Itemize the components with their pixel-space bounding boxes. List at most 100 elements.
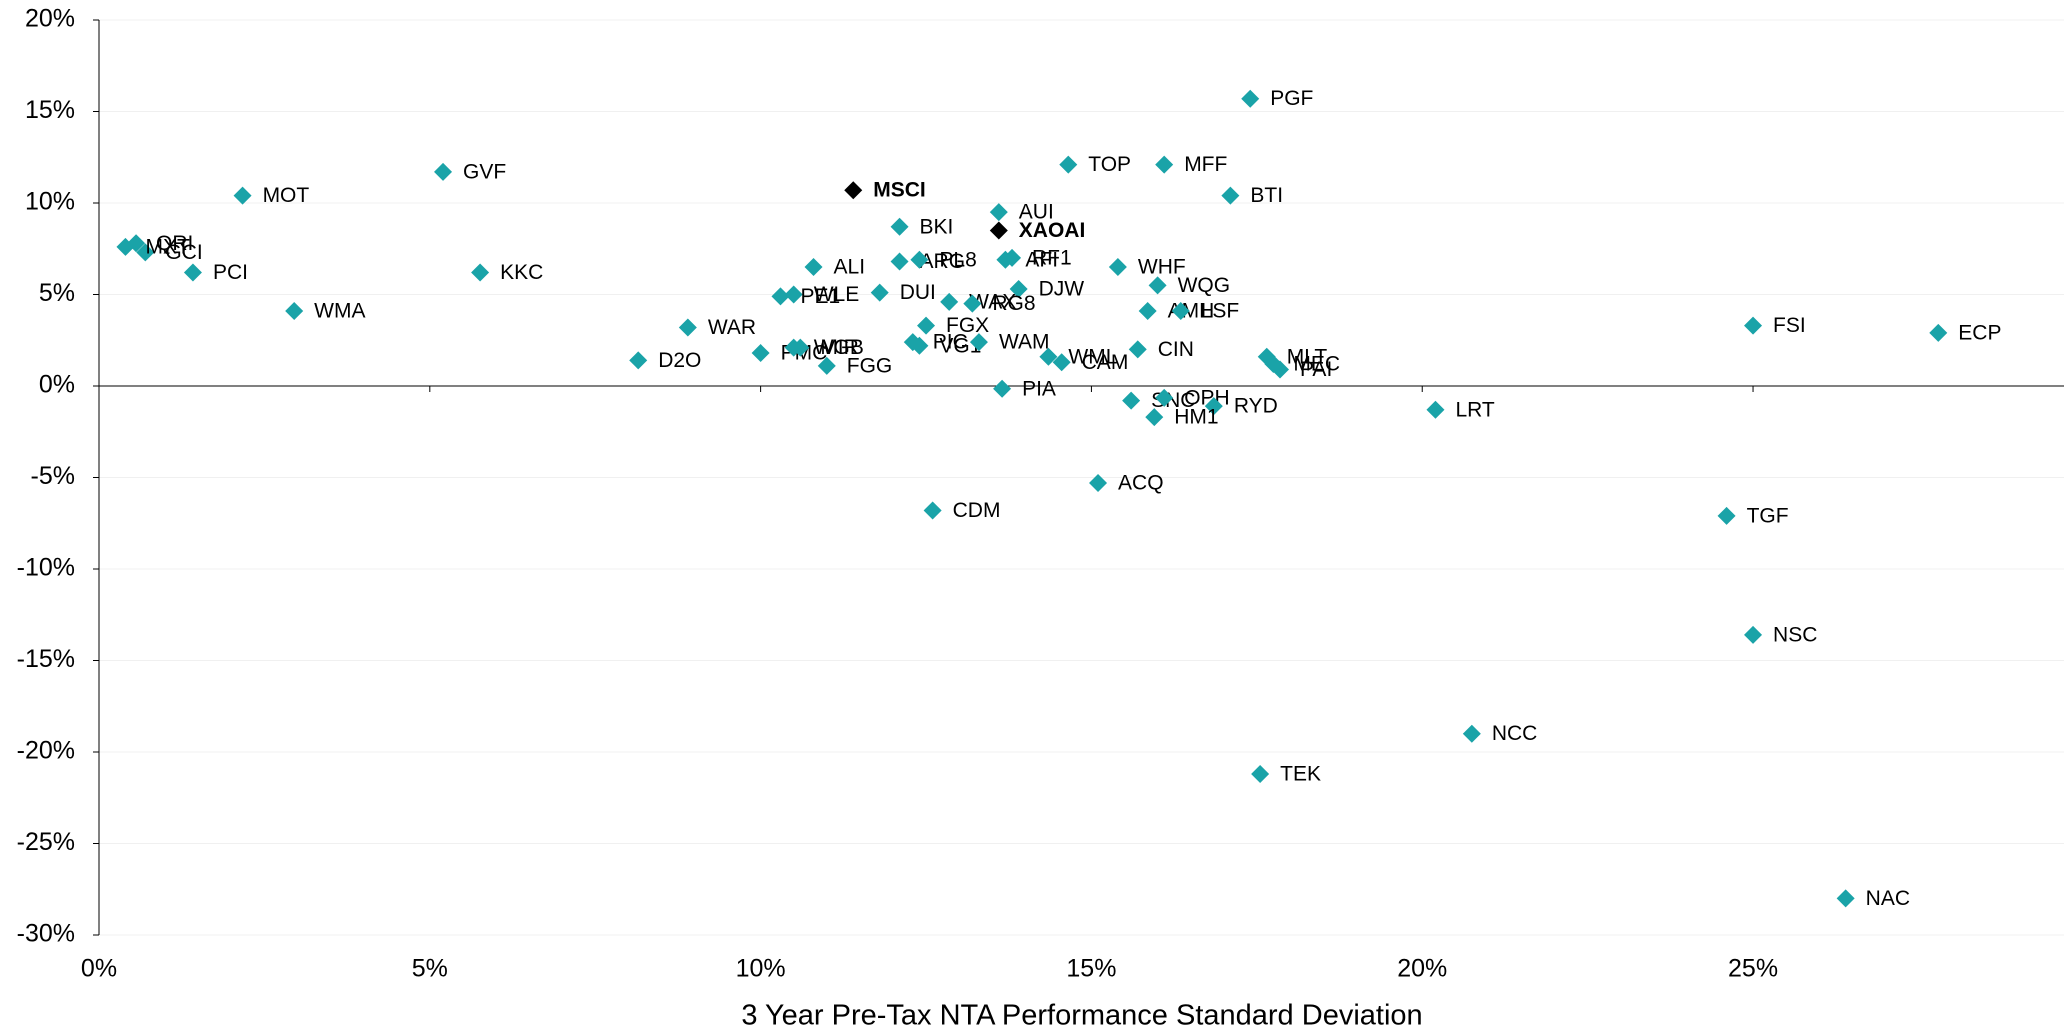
point bbox=[1108, 258, 1127, 277]
point-label: TEK bbox=[1280, 763, 1321, 786]
point bbox=[989, 221, 1008, 240]
point-label: WAR bbox=[708, 316, 756, 339]
point-label: WML bbox=[1068, 345, 1117, 368]
point-label: MSCI bbox=[873, 179, 926, 202]
point-label: FGG bbox=[847, 354, 893, 377]
point bbox=[969, 333, 988, 352]
point-label: ALI bbox=[834, 256, 866, 279]
point bbox=[910, 250, 929, 269]
y-tick-label: 20% bbox=[25, 5, 75, 33]
x-tick-label: 5% bbox=[412, 955, 448, 983]
point bbox=[910, 336, 929, 355]
point-label: PIC bbox=[933, 331, 968, 354]
point bbox=[1171, 301, 1190, 320]
point bbox=[993, 379, 1012, 398]
point-label: HM1 bbox=[1174, 406, 1218, 429]
point bbox=[940, 292, 959, 311]
point-label: CDM bbox=[953, 499, 1001, 522]
point-label: NCC bbox=[1492, 722, 1538, 745]
point bbox=[817, 356, 836, 375]
y-tick-label: 5% bbox=[39, 279, 75, 307]
point-label: PGF bbox=[1270, 87, 1313, 110]
point-label: FSI bbox=[1773, 314, 1806, 337]
x-axis-title: 3 Year Pre-Tax NTA Performance Standard … bbox=[741, 1000, 1422, 1032]
point-label: PE1 bbox=[800, 285, 840, 308]
point bbox=[751, 344, 770, 363]
point-label: PIA bbox=[1022, 377, 1056, 400]
x-tick-label: 25% bbox=[1728, 955, 1778, 983]
point bbox=[1462, 724, 1481, 743]
point-label: NAC bbox=[1866, 887, 1910, 910]
point bbox=[1155, 155, 1174, 174]
point-label: KKC bbox=[500, 261, 543, 284]
point-label: PCI bbox=[213, 261, 248, 284]
x-tick-label: 10% bbox=[736, 955, 786, 983]
point-label: MXT bbox=[145, 235, 190, 258]
point-label: WHF bbox=[1138, 256, 1186, 279]
point-label: ARG bbox=[920, 250, 966, 273]
point bbox=[1836, 889, 1855, 908]
point-label: MFF bbox=[1184, 153, 1227, 176]
point bbox=[1929, 323, 1948, 342]
point-label: DJW bbox=[1039, 278, 1085, 301]
y-tick-label: 15% bbox=[25, 96, 75, 124]
y-tick-label: -10% bbox=[17, 554, 75, 582]
point-label: DUI bbox=[900, 281, 936, 304]
point-label: WAM bbox=[999, 331, 1050, 354]
point bbox=[116, 237, 135, 256]
point bbox=[285, 301, 304, 320]
x-tick-label: 20% bbox=[1397, 955, 1447, 983]
point bbox=[1039, 347, 1058, 366]
x-tick-label: 15% bbox=[1066, 955, 1116, 983]
point-label: D2O bbox=[658, 349, 701, 372]
point-label: BKI bbox=[920, 215, 954, 238]
point-label: WGB bbox=[814, 336, 864, 359]
point bbox=[1138, 301, 1157, 320]
point bbox=[1221, 186, 1240, 205]
point-label: GCI bbox=[165, 241, 202, 264]
point-label: CIN bbox=[1158, 338, 1194, 361]
point-label: WQG bbox=[1178, 274, 1231, 297]
point bbox=[844, 181, 863, 200]
point-label: LRT bbox=[1455, 398, 1494, 421]
point-label: RF1 bbox=[1032, 246, 1072, 269]
y-tick-label: 0% bbox=[39, 371, 75, 399]
point-label: LSF bbox=[1201, 300, 1240, 323]
point bbox=[1204, 397, 1223, 416]
point bbox=[1241, 89, 1260, 108]
point bbox=[1052, 353, 1071, 372]
y-tick-label: -30% bbox=[17, 920, 75, 948]
x-tick-label: 0% bbox=[81, 955, 117, 983]
point bbox=[1426, 400, 1445, 419]
point bbox=[996, 250, 1015, 269]
point bbox=[1122, 391, 1141, 410]
point bbox=[791, 338, 810, 357]
point bbox=[890, 217, 909, 236]
point bbox=[678, 318, 697, 337]
point-label: AFI bbox=[1025, 248, 1058, 271]
point-label: PAI bbox=[1300, 358, 1332, 381]
point bbox=[1009, 280, 1028, 299]
point-label: FGX bbox=[946, 314, 989, 337]
y-tick-label: -5% bbox=[31, 462, 75, 490]
point bbox=[434, 162, 453, 181]
point bbox=[1251, 764, 1270, 783]
point bbox=[183, 263, 202, 282]
point-label: ACQ bbox=[1118, 472, 1164, 495]
point bbox=[1717, 506, 1736, 525]
point bbox=[870, 283, 889, 302]
point-label: ECP bbox=[1958, 321, 2001, 344]
point bbox=[989, 203, 1008, 222]
point-label: MLT bbox=[1287, 345, 1328, 368]
point bbox=[1744, 625, 1763, 644]
point bbox=[804, 258, 823, 277]
point-label: CAM bbox=[1082, 351, 1129, 374]
point bbox=[1089, 473, 1108, 492]
point bbox=[923, 501, 942, 520]
point-label: MOT bbox=[263, 184, 310, 207]
point bbox=[1128, 340, 1147, 359]
point-label: WAX bbox=[969, 290, 1016, 313]
point-label: XAOAI bbox=[1019, 219, 1086, 242]
point-label: VG1 bbox=[939, 334, 981, 357]
